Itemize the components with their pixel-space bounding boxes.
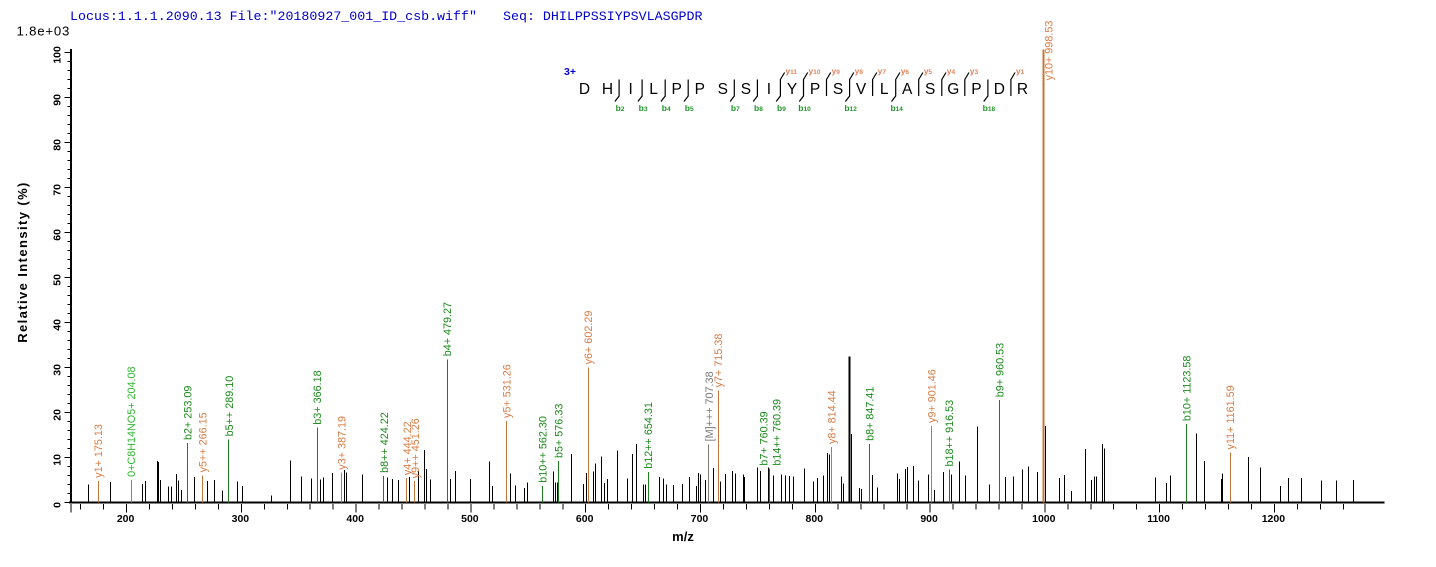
svg-text:b12++ 654.31: b12++ 654.31 bbox=[643, 402, 655, 469]
svg-text:G: G bbox=[947, 81, 959, 98]
svg-text:y1: y1 bbox=[1016, 66, 1025, 76]
svg-text:y9+ 901.46: y9+ 901.46 bbox=[927, 369, 939, 423]
svg-text:y5++ 266.15: y5++ 266.15 bbox=[197, 412, 209, 472]
svg-text:y6: y6 bbox=[901, 66, 910, 76]
svg-text:b5: b5 bbox=[685, 103, 694, 113]
svg-text:Seq: DHILPPSSIYPSVLASGPDR: Seq: DHILPPSSIYPSVLASGPDR bbox=[503, 9, 703, 24]
svg-text:S: S bbox=[833, 81, 843, 98]
svg-text:y8: y8 bbox=[855, 66, 864, 76]
svg-text:P: P bbox=[672, 81, 682, 98]
svg-text:y11+ 1161.59: y11+ 1161.59 bbox=[1225, 385, 1237, 449]
svg-text:60: 60 bbox=[52, 229, 64, 241]
svg-text:b9+ 960.53: b9+ 960.53 bbox=[994, 343, 1006, 397]
svg-text:b10++ 562.30: b10++ 562.30 bbox=[537, 416, 549, 483]
svg-text:y6+ 602.29: y6+ 602.29 bbox=[583, 311, 595, 365]
svg-text:b7+ 760.39: b7+ 760.39 bbox=[759, 411, 771, 465]
svg-text:600: 600 bbox=[576, 513, 594, 525]
svg-text:P: P bbox=[810, 81, 820, 98]
svg-text:y1+ 175.13: y1+ 175.13 bbox=[93, 424, 105, 478]
svg-text:[M]+++ 707.38: [M]+++ 707.38 bbox=[704, 371, 716, 441]
svg-text:100: 100 bbox=[52, 46, 64, 64]
svg-text:Relative Intensity (%): Relative Intensity (%) bbox=[15, 181, 30, 343]
svg-text:I: I bbox=[628, 81, 632, 98]
svg-text:50: 50 bbox=[52, 274, 64, 286]
svg-text:b3+ 366.18: b3+ 366.18 bbox=[312, 370, 324, 424]
svg-text:I: I bbox=[767, 81, 771, 98]
svg-text:y4: y4 bbox=[947, 66, 956, 76]
svg-text:1.8e+03: 1.8e+03 bbox=[17, 24, 71, 39]
svg-text:30: 30 bbox=[52, 364, 64, 376]
svg-text:R: R bbox=[1017, 81, 1028, 98]
svg-text:b3: b3 bbox=[639, 103, 648, 113]
svg-text:200: 200 bbox=[117, 513, 135, 525]
svg-text:0: 0 bbox=[52, 502, 64, 508]
svg-text:b7: b7 bbox=[731, 103, 740, 113]
svg-text:b10: b10 bbox=[798, 103, 811, 113]
svg-text:40: 40 bbox=[52, 319, 64, 331]
svg-text:1100: 1100 bbox=[1147, 513, 1170, 525]
svg-text:y3+ 387.19: y3+ 387.19 bbox=[336, 416, 348, 470]
svg-text:P: P bbox=[695, 81, 705, 98]
svg-text:b2+ 253.09: b2+ 253.09 bbox=[182, 386, 194, 440]
svg-text:D: D bbox=[994, 81, 1005, 98]
svg-text:70: 70 bbox=[52, 184, 64, 196]
svg-text:3+: 3+ bbox=[564, 66, 576, 78]
svg-text:b12: b12 bbox=[844, 103, 857, 113]
svg-text:b4+ 479.27: b4+ 479.27 bbox=[442, 302, 454, 356]
svg-text:b8++ 424.22: b8++ 424.22 bbox=[379, 412, 391, 473]
svg-text:y9++ 451.26: y9++ 451.26 bbox=[410, 418, 422, 478]
svg-text:500: 500 bbox=[461, 513, 479, 525]
svg-text:y7+ 715.38: y7+ 715.38 bbox=[713, 334, 725, 388]
svg-text:L: L bbox=[880, 81, 889, 98]
svg-text:b5+ 576.33: b5+ 576.33 bbox=[553, 404, 565, 458]
svg-text:400: 400 bbox=[346, 513, 364, 525]
svg-text:D: D bbox=[579, 81, 590, 98]
svg-text:1200: 1200 bbox=[1262, 513, 1286, 525]
svg-text:Y: Y bbox=[787, 81, 797, 98]
svg-text:m/z: m/z bbox=[672, 529, 694, 544]
svg-text:900: 900 bbox=[920, 513, 938, 525]
svg-text:y4+ 444.22: y4+ 444.22 bbox=[402, 421, 414, 475]
svg-text:S: S bbox=[718, 81, 728, 98]
svg-text:b8: b8 bbox=[754, 103, 763, 113]
svg-text:y8+ 814.44: y8+ 814.44 bbox=[827, 390, 839, 444]
svg-text:y5: y5 bbox=[924, 66, 933, 76]
svg-text:20: 20 bbox=[52, 409, 64, 421]
svg-text:b9: b9 bbox=[777, 103, 786, 113]
svg-text:1000: 1000 bbox=[1032, 513, 1056, 525]
svg-text:Locus:1.1.1.2090.13 File:"2018: Locus:1.1.1.2090.13 File:"20180927_001_I… bbox=[70, 9, 477, 24]
svg-text:y10+ 998.53: y10+ 998.53 bbox=[1044, 21, 1056, 81]
svg-text:b8+ 847.41: b8+ 847.41 bbox=[865, 387, 877, 441]
svg-text:0+C8H14NO5+ 204.08: 0+C8H14NO5+ 204.08 bbox=[126, 366, 138, 476]
svg-text:b2: b2 bbox=[616, 103, 625, 113]
svg-text:b18: b18 bbox=[983, 103, 996, 113]
svg-text:80: 80 bbox=[52, 139, 64, 151]
svg-text:L: L bbox=[649, 81, 658, 98]
svg-text:P: P bbox=[971, 81, 981, 98]
svg-text:y10: y10 bbox=[809, 66, 821, 76]
svg-text:y5+ 531.26: y5+ 531.26 bbox=[502, 364, 514, 418]
svg-text:90: 90 bbox=[52, 94, 64, 106]
svg-text:b14++ 760.39: b14++ 760.39 bbox=[772, 399, 784, 466]
svg-text:y11: y11 bbox=[785, 66, 797, 76]
svg-text:10: 10 bbox=[52, 454, 64, 466]
svg-text:S: S bbox=[925, 81, 935, 98]
svg-text:H: H bbox=[602, 81, 613, 98]
svg-text:y7: y7 bbox=[878, 66, 887, 76]
svg-text:b5++ 289.10: b5++ 289.10 bbox=[224, 376, 236, 437]
svg-text:y9: y9 bbox=[832, 66, 841, 76]
svg-text:V: V bbox=[856, 81, 867, 98]
svg-text:700: 700 bbox=[691, 513, 709, 525]
svg-text:b10+ 1123.58: b10+ 1123.58 bbox=[1182, 356, 1194, 422]
svg-text:b14: b14 bbox=[890, 103, 903, 113]
svg-text:300: 300 bbox=[232, 513, 250, 525]
svg-text:A: A bbox=[902, 81, 913, 98]
svg-text:b4: b4 bbox=[662, 103, 671, 113]
svg-text:S: S bbox=[741, 81, 751, 98]
svg-text:800: 800 bbox=[806, 513, 824, 525]
svg-text:y3: y3 bbox=[970, 66, 979, 76]
svg-text:b18++ 916.53: b18++ 916.53 bbox=[944, 400, 956, 467]
